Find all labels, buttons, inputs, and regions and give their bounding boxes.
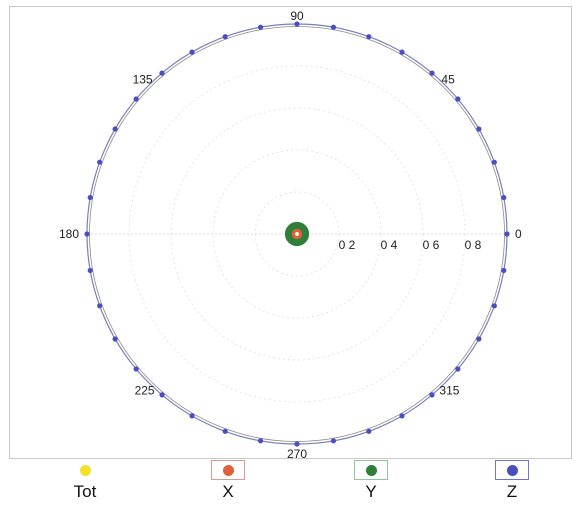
data-point-z (84, 231, 90, 237)
data-point-z (330, 24, 337, 30)
angle-label-270: 270 (287, 447, 307, 461)
data-point-z (87, 194, 93, 201)
axis-labels: 0 45 90 135 180 225 270 315 0 2 0 4 0 6 0 8 (59, 9, 522, 461)
legend-dot-x (222, 464, 234, 476)
radius-label: 0 8 (465, 238, 482, 252)
angle-label-180: 180 (59, 227, 79, 241)
data-point-z (366, 34, 372, 40)
data-points (84, 21, 510, 447)
data-point-z (476, 126, 482, 132)
legend-swatch-tot (68, 460, 102, 480)
angle-label-45: 45 (441, 73, 455, 87)
data-point-z (501, 194, 507, 201)
legend-item-y[interactable]: Y (341, 460, 401, 502)
data-point-z (133, 366, 139, 372)
data-point-z (257, 438, 264, 444)
data-point-z (504, 231, 510, 237)
data-point-y (301, 233, 307, 239)
radius-label: 0 4 (381, 238, 398, 252)
legend-dot-z (506, 464, 518, 476)
data-point-z (112, 336, 118, 342)
data-point-z (97, 159, 103, 165)
legend-dot-tot (79, 464, 91, 476)
data-point-z (189, 49, 195, 55)
data-point-z (159, 70, 165, 76)
data-point-z (476, 336, 482, 342)
data-point-z (97, 303, 103, 309)
data-point-z (399, 413, 405, 419)
data-point-z (429, 70, 435, 76)
legend-swatch-x (211, 460, 245, 480)
data-point-z (257, 24, 264, 30)
data-point-z (491, 303, 497, 309)
legend-item-x[interactable]: X (198, 460, 258, 502)
angle-label-90: 90 (290, 9, 304, 23)
data-point-z (501, 267, 507, 274)
legend-swatch-z (495, 460, 529, 480)
grid (87, 65, 507, 403)
legend: Tot X Y Z (0, 460, 579, 507)
legend-label-y: Y (365, 482, 377, 501)
angle-label-135: 135 (133, 73, 153, 87)
data-point-z (133, 96, 139, 102)
data-point-z (87, 267, 93, 274)
legend-label-z: Z (506, 482, 518, 501)
legend-dot-y (365, 464, 377, 476)
data-point-z (294, 441, 300, 447)
radius-label: 0 2 (339, 238, 356, 252)
data-point-z (429, 392, 435, 398)
data-point-z (222, 428, 228, 434)
legend-label-tot: Tot (73, 482, 97, 501)
angle-label-225: 225 (135, 383, 155, 397)
angle-label-315: 315 (439, 383, 459, 397)
data-point-z (159, 392, 165, 398)
data-point-z (330, 438, 337, 444)
legend-swatch-y (354, 460, 388, 480)
data-point-z (366, 428, 372, 434)
legend-item-tot[interactable]: Tot (55, 460, 115, 502)
angle-label-0: 0 (515, 227, 522, 241)
data-point-z (399, 49, 405, 55)
data-point-z (455, 366, 461, 372)
data-point-z (189, 413, 195, 419)
legend-label-x: X (222, 482, 234, 501)
radius-label: 0 6 (423, 238, 440, 252)
series-ring-y (284, 221, 310, 247)
data-point-z (222, 34, 228, 40)
data-point-z (491, 159, 497, 165)
data-point-z (294, 21, 300, 27)
legend-item-z[interactable]: Z (482, 460, 542, 502)
data-point-z (455, 96, 461, 102)
data-point-z (112, 126, 118, 132)
